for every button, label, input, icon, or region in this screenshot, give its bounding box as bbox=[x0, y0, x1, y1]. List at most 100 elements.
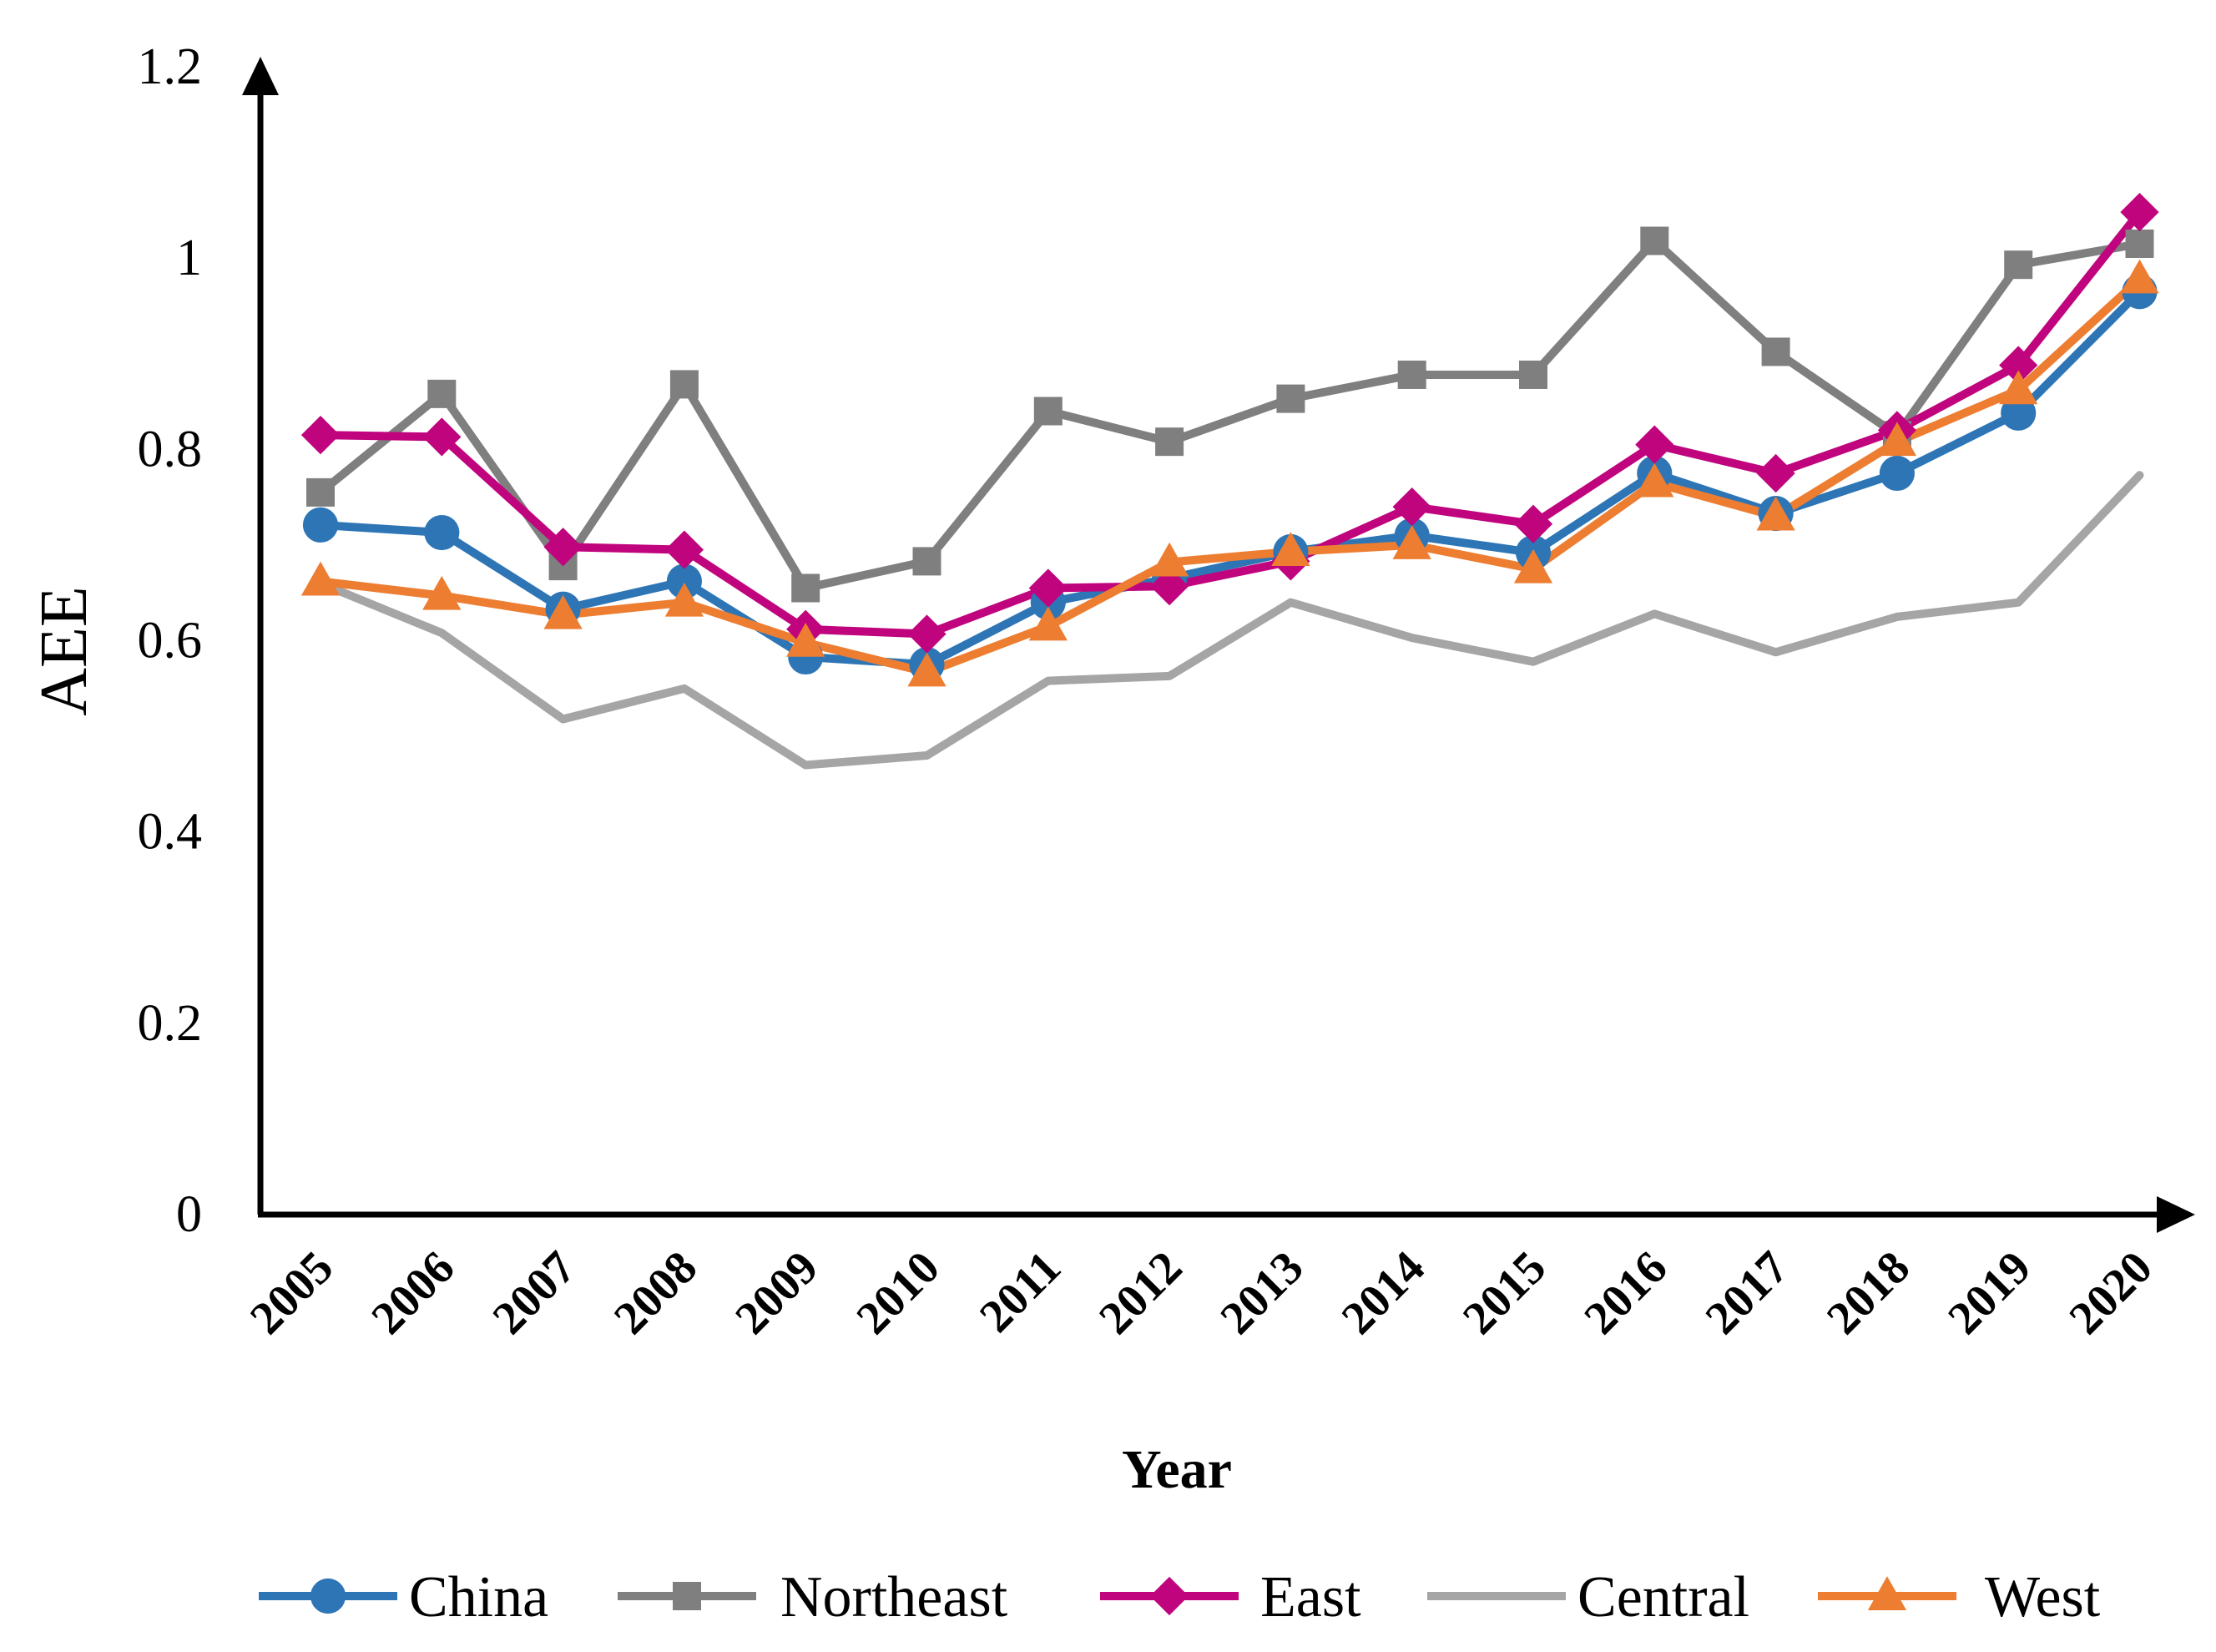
data-point-west bbox=[2120, 259, 2159, 294]
data-point-west bbox=[1877, 422, 1917, 457]
legend-marker-east bbox=[1149, 1576, 1189, 1616]
data-point-west bbox=[1149, 542, 1189, 577]
x-tick-label: 2014 bbox=[1332, 1241, 1435, 1344]
x-tick-label: 2010 bbox=[847, 1241, 950, 1344]
data-point-east bbox=[2120, 193, 2159, 232]
data-point-china bbox=[424, 514, 460, 551]
data-point-west bbox=[907, 652, 946, 687]
y-tick-label: 0.8 bbox=[138, 421, 203, 477]
data-point-west bbox=[1756, 496, 1795, 531]
data-point-east bbox=[1756, 453, 1795, 493]
data-point-northeast bbox=[1155, 427, 1184, 457]
data-point-east bbox=[300, 416, 341, 455]
data-point-china bbox=[302, 507, 339, 543]
y-tick-label: 0.2 bbox=[138, 995, 203, 1052]
data-point-northeast bbox=[2125, 229, 2154, 258]
data-point-east bbox=[907, 614, 946, 654]
data-point-west bbox=[1271, 532, 1310, 566]
legend-marker-northeast bbox=[673, 1582, 701, 1610]
legend-item-central: Central bbox=[1427, 1565, 1749, 1629]
x-tick-label: 2005 bbox=[240, 1241, 343, 1344]
x-tick-label: 2007 bbox=[483, 1241, 586, 1344]
legend-label-china: China bbox=[409, 1565, 548, 1629]
y-tick-label: 0.6 bbox=[138, 613, 203, 669]
data-point-west bbox=[1999, 370, 2038, 405]
x-tick-label: 2006 bbox=[361, 1241, 464, 1344]
data-point-china bbox=[1879, 455, 1915, 492]
data-point-northeast bbox=[1397, 360, 1426, 389]
x-tick-label: 2019 bbox=[1938, 1241, 2041, 1344]
data-point-china bbox=[666, 563, 702, 599]
legend-item-northeast: Northeast bbox=[618, 1565, 1008, 1629]
data-point-west bbox=[1392, 525, 1431, 559]
y-axis-label: AEE bbox=[28, 586, 101, 716]
legend-marker-china bbox=[310, 1578, 346, 1614]
data-point-west bbox=[422, 575, 462, 610]
data-point-northeast bbox=[1640, 226, 1669, 255]
x-tick-label: 2013 bbox=[1211, 1241, 1314, 1344]
data-point-east bbox=[1513, 504, 1553, 543]
x-tick-label: 2012 bbox=[1089, 1241, 1192, 1344]
x-axis-label: Year bbox=[1122, 1439, 1232, 1500]
data-point-northeast bbox=[427, 379, 457, 408]
legend-item-east: East bbox=[1100, 1565, 1361, 1629]
data-point-northeast bbox=[669, 370, 699, 399]
x-tick-label: 2011 bbox=[970, 1241, 1071, 1342]
legend-marker-west bbox=[1867, 1576, 1907, 1610]
data-point-west bbox=[664, 582, 704, 617]
series-line-east bbox=[316, 208, 2144, 639]
data-point-east bbox=[1392, 487, 1431, 527]
series-line-central bbox=[316, 471, 2144, 770]
series-markers bbox=[300, 193, 2159, 687]
y-tick-label: 0.4 bbox=[138, 804, 203, 861]
data-point-east bbox=[1635, 425, 1674, 464]
data-point-northeast bbox=[2004, 250, 2033, 280]
series-line-china bbox=[316, 287, 2144, 669]
x-tick-label: 2018 bbox=[1817, 1241, 1920, 1344]
data-point-northeast bbox=[912, 547, 941, 576]
y-tick-label: 1.2 bbox=[138, 38, 203, 95]
series-line-northeast bbox=[316, 236, 2144, 593]
axes bbox=[242, 57, 2195, 1233]
data-point-west bbox=[786, 622, 825, 657]
series-line-west bbox=[316, 275, 2144, 677]
x-tick-label: 2015 bbox=[1453, 1241, 1556, 1344]
x-tick-label: 2017 bbox=[1696, 1241, 1799, 1344]
data-point-west bbox=[1513, 548, 1553, 584]
data-point-northeast bbox=[1519, 360, 1547, 389]
data-point-northeast bbox=[1276, 384, 1305, 413]
data-point-east bbox=[1999, 346, 2038, 385]
data-point-west bbox=[1635, 462, 1674, 498]
legend-label-west: West bbox=[1985, 1565, 2101, 1629]
data-point-east bbox=[422, 417, 462, 457]
legend: China Northeast East Central West bbox=[259, 1565, 2101, 1629]
legend-label-east: East bbox=[1260, 1565, 1361, 1629]
series-lines bbox=[316, 208, 2144, 770]
x-axis-ticks: 2005 2006 2007 2008 2009 2010 2011 2012 2013 2014… bbox=[240, 1241, 2163, 1344]
y-axis-arrow bbox=[242, 57, 279, 95]
data-point-east bbox=[1028, 568, 1068, 608]
y-axis-ticks: 0 0.2 0.4 0.6 0.8 1 1.2 bbox=[138, 38, 203, 1243]
y-tick-label: 1 bbox=[176, 230, 202, 286]
y-tick-label: 0 bbox=[176, 1186, 202, 1243]
legend-label-central: Central bbox=[1577, 1565, 1749, 1629]
x-tick-label: 2008 bbox=[604, 1241, 707, 1344]
x-tick-label: 2020 bbox=[2060, 1241, 2163, 1344]
data-point-east bbox=[664, 530, 704, 569]
data-point-east bbox=[1149, 567, 1189, 606]
data-point-west bbox=[300, 561, 341, 596]
data-point-west bbox=[1028, 606, 1068, 641]
data-point-east bbox=[543, 528, 583, 567]
x-axis-arrow bbox=[2157, 1196, 2195, 1233]
x-tick-label: 2016 bbox=[1574, 1241, 1677, 1344]
legend-item-china: China bbox=[259, 1565, 548, 1629]
data-point-northeast bbox=[306, 477, 335, 507]
data-point-northeast bbox=[1033, 397, 1063, 426]
legend-item-west: West bbox=[1818, 1565, 2101, 1629]
legend-label-northeast: Northeast bbox=[780, 1565, 1008, 1629]
data-point-west bbox=[543, 594, 583, 629]
data-point-northeast bbox=[791, 573, 820, 603]
data-point-northeast bbox=[1761, 337, 1790, 366]
x-tick-label: 2009 bbox=[725, 1241, 828, 1344]
